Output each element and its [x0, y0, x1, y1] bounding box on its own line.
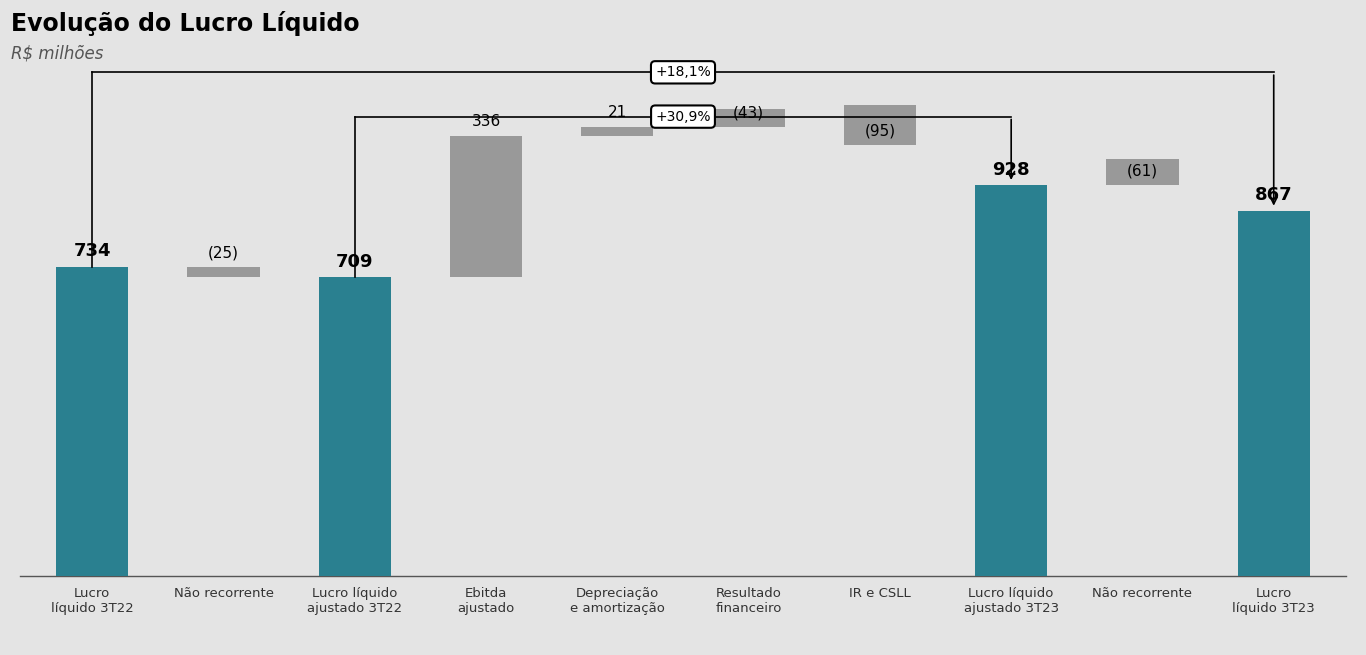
Text: (61): (61): [1127, 164, 1158, 179]
Text: +18,1%: +18,1%: [656, 66, 710, 79]
Text: IR e CSLL: IR e CSLL: [850, 587, 911, 600]
Text: R$ milhões: R$ milhões: [11, 45, 104, 63]
Bar: [56, 267, 128, 576]
Bar: [975, 185, 1048, 576]
Bar: [1106, 159, 1179, 185]
Bar: [582, 126, 653, 136]
Text: 734: 734: [74, 242, 111, 261]
Text: 21: 21: [608, 105, 627, 121]
Text: Lucro
líquido 3T22: Lucro líquido 3T22: [51, 587, 134, 615]
Text: 336: 336: [471, 114, 501, 129]
Bar: [713, 109, 784, 126]
Bar: [844, 105, 917, 145]
Bar: [449, 136, 522, 277]
Text: (95): (95): [865, 124, 896, 139]
Text: 867: 867: [1255, 186, 1292, 204]
Text: Lucro
líquido 3T23: Lucro líquido 3T23: [1232, 587, 1315, 615]
Text: Evolução do Lucro Líquido: Evolução do Lucro Líquido: [11, 11, 359, 36]
Text: +30,9%: +30,9%: [656, 109, 710, 124]
Text: Não recorrente: Não recorrente: [1093, 587, 1193, 600]
Text: Não recorrente: Não recorrente: [173, 587, 273, 600]
Text: Resultado
financeiro: Resultado financeiro: [716, 587, 781, 615]
Bar: [318, 277, 391, 576]
Text: Lucro líquido
ajustado 3T22: Lucro líquido ajustado 3T22: [307, 587, 403, 615]
Bar: [1238, 211, 1310, 576]
Text: 928: 928: [992, 160, 1030, 179]
Text: 709: 709: [336, 253, 373, 271]
Text: (43): (43): [734, 105, 764, 121]
Text: Lucro líquido
ajustado 3T23: Lucro líquido ajustado 3T23: [963, 587, 1059, 615]
Text: Depreciação
e amortização: Depreciação e amortização: [570, 587, 665, 615]
Text: (25): (25): [208, 246, 239, 261]
Text: Ebitda
ajustado: Ebitda ajustado: [458, 587, 515, 615]
Bar: [187, 267, 260, 277]
